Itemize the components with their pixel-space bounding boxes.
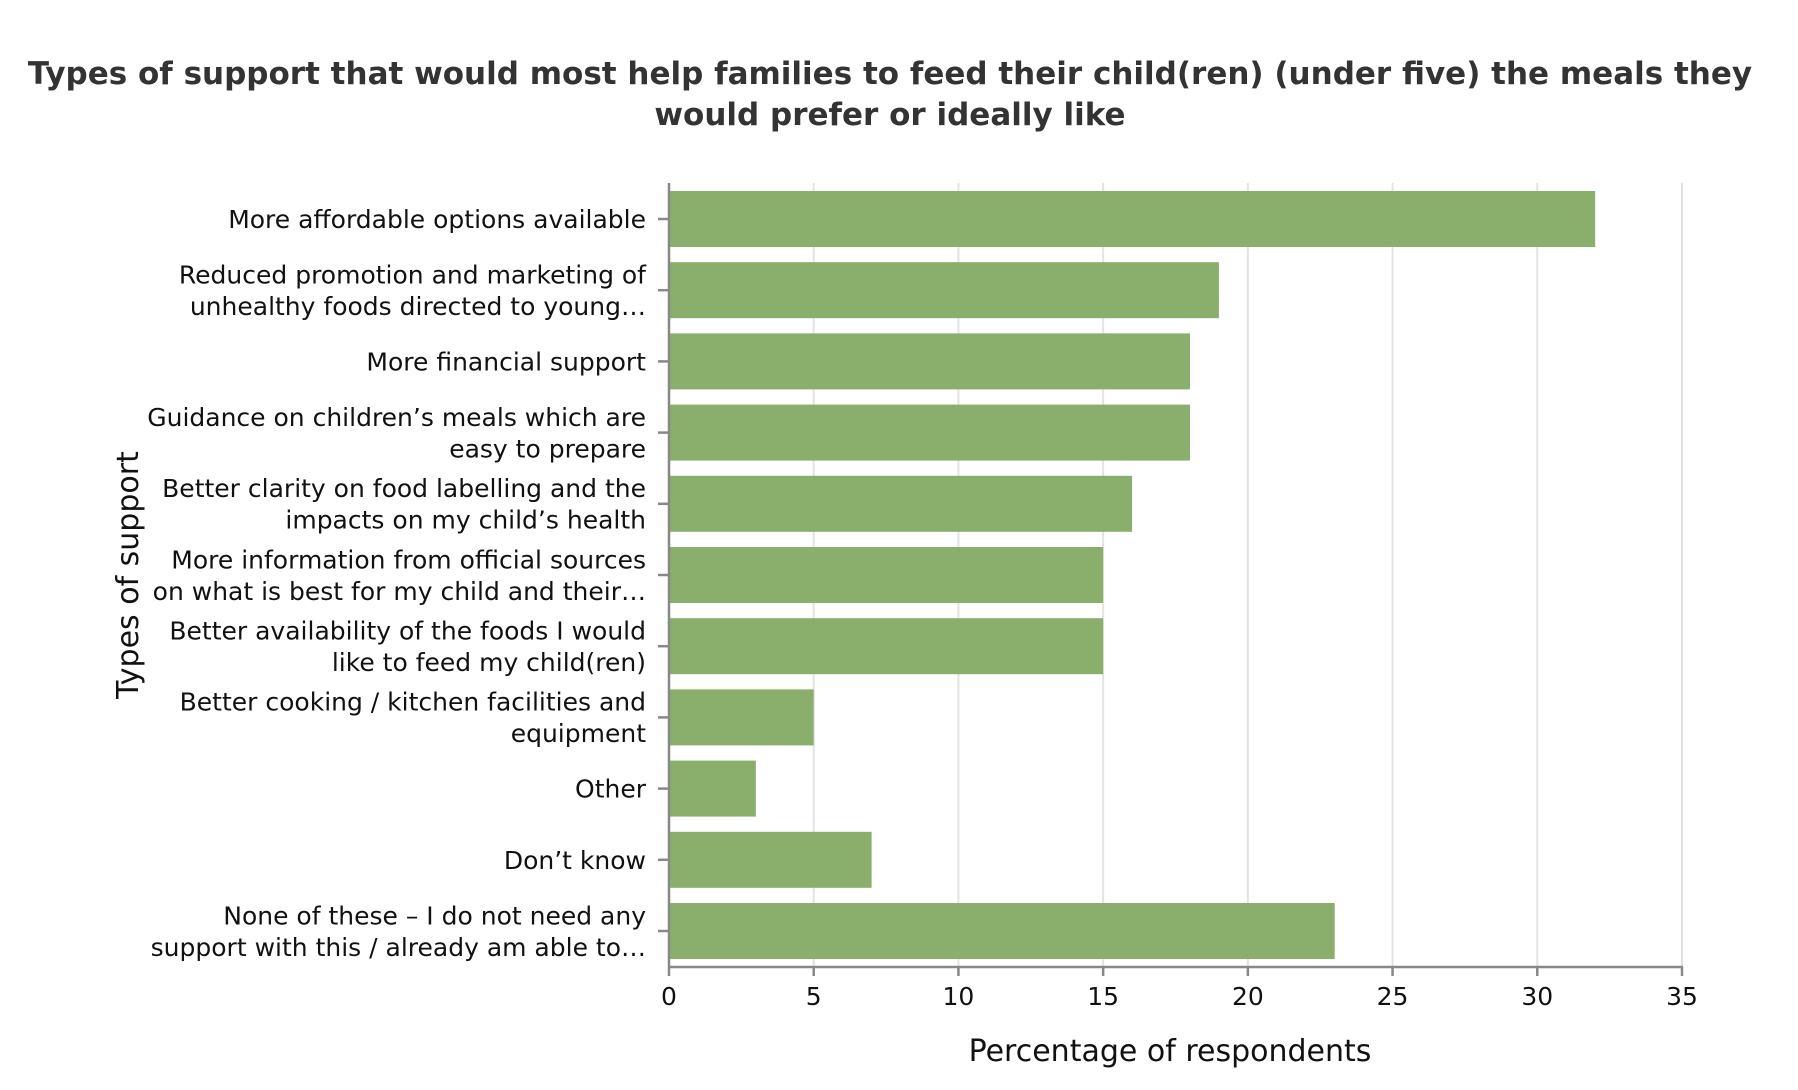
category-label-6-line-1: like to feed my child(ren)	[332, 648, 646, 677]
x-tick-label-10: 10	[943, 982, 975, 1011]
x-tick-label-0: 0	[661, 982, 677, 1011]
category-label-8-line-0: Other	[575, 775, 647, 804]
bar-5	[669, 547, 1104, 603]
category-label-0: More affordable options available	[228, 205, 646, 234]
chart-title-line-2: would prefer or ideally like	[654, 97, 1125, 133]
category-label-10: None of these – I do not need any support…	[151, 901, 647, 962]
category-label-1: Reduced promotion and marketing of unheal…	[179, 260, 647, 321]
category-label-3: Guidance on children’s meals which are ea…	[147, 403, 646, 464]
category-label-7-line-0: Better cooking / kitchen facilities and	[180, 688, 646, 717]
bar-2	[669, 333, 1190, 390]
category-label-5: More information from official sources on…	[153, 545, 646, 606]
category-label-10-line-0: None of these – I do not need any	[223, 901, 646, 930]
category-label-0-line-0: More affordable options available	[228, 205, 646, 234]
bar-9	[669, 831, 872, 888]
bar-10	[669, 903, 1335, 959]
bars	[669, 191, 1596, 959]
category-label-10-line-1: support with this / already am able to…	[151, 933, 646, 962]
category-label-4-line-0: Better clarity on food labelling and the	[162, 474, 646, 503]
category-label-9: Don’t know	[504, 846, 646, 875]
category-label-7: Better cooking / kitchen facilities and e…	[180, 688, 647, 749]
category-label-5-line-0: More information from official sources	[171, 545, 646, 574]
bar-8	[669, 760, 756, 817]
x-tick-label-15: 15	[1087, 982, 1119, 1011]
x-tick-label-20: 20	[1232, 982, 1264, 1011]
x-tick-label-35: 35	[1666, 982, 1698, 1011]
chart-title-line-1: Types of support that would most help fa…	[28, 56, 1752, 92]
bar-7	[669, 689, 814, 746]
category-label-1-line-0: Reduced promotion and marketing of	[179, 260, 647, 289]
category-label-2: More financial support	[366, 347, 646, 376]
x-axis-title: Percentage of respondents	[969, 1034, 1372, 1069]
bar-0	[669, 191, 1596, 247]
x-tick-label-30: 30	[1521, 982, 1553, 1011]
category-label-3-line-0: Guidance on children’s meals which are	[147, 403, 646, 432]
category-label-2-line-0: More financial support	[366, 347, 646, 376]
axes	[658, 183, 1684, 976]
category-label-9-line-0: Don’t know	[504, 846, 646, 875]
category-label-4-line-1: impacts on my child’s health	[285, 506, 646, 535]
category-label-4: Better clarity on food labelling and the…	[162, 474, 646, 535]
category-label-5-line-1: on what is best for my child and their…	[153, 577, 646, 606]
x-tick-label-5: 5	[806, 982, 822, 1011]
bar-3	[669, 404, 1190, 461]
bar-1	[669, 262, 1219, 319]
bar-6	[669, 618, 1104, 675]
x-tick-label-25: 25	[1377, 982, 1409, 1011]
y-axis-title: Types of support	[111, 451, 146, 700]
bar-4	[669, 475, 1133, 532]
x-tick-labels: 0 5 10 15 20 25 30 35	[661, 982, 1698, 1011]
category-label-6-line-0: Better availability of the foods I would	[169, 616, 646, 645]
category-label-1-line-1: unhealthy foods directed to young…	[190, 292, 646, 321]
category-label-6: Better availability of the foods I would…	[169, 616, 646, 677]
category-label-7-line-1: equipment	[511, 719, 646, 748]
category-label-8: Other	[575, 775, 647, 804]
category-label-3-line-1: easy to prepare	[449, 434, 646, 463]
category-labels: More affordable options available Reduced…	[147, 205, 647, 962]
